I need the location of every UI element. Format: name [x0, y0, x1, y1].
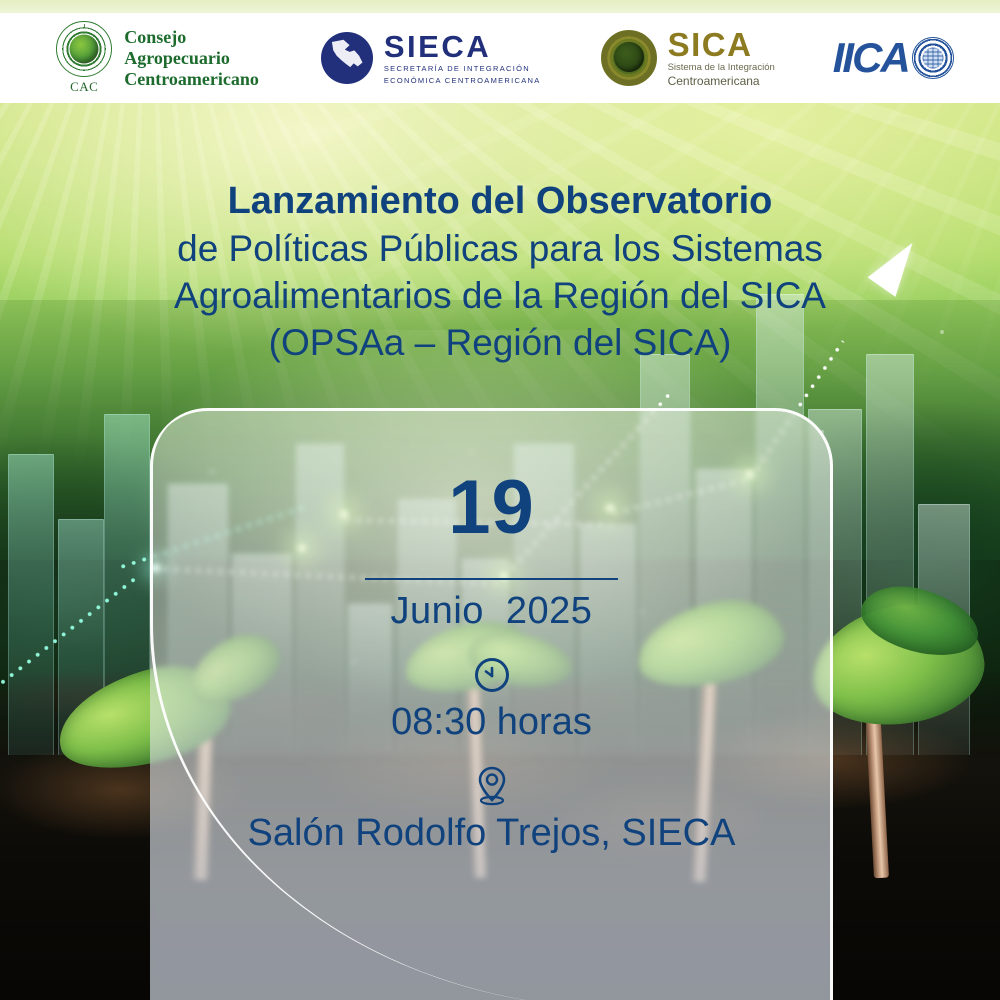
logo-cac: CAC Consejo Agropecuario Centroamericano	[56, 21, 259, 95]
title-line-2: de Políticas Públicas para los Sistemas	[177, 228, 823, 269]
top-strip	[0, 0, 1000, 14]
cac-seal-wrap: CAC	[56, 21, 113, 95]
cac-name-line-2: Agropecuario	[124, 47, 230, 68]
iica-globe-seal-icon	[911, 37, 954, 79]
event-month: Junio	[390, 590, 484, 632]
logo-sieca: SIECA SECRETARÍA DE INTEGRACIÓN ECONÓMIC…	[320, 31, 541, 86]
location-icon-row	[150, 764, 833, 806]
cac-seal-ring-text	[59, 24, 110, 74]
event-details: 19 Junio 2025 08:30 horas Salón Rodolfo T…	[150, 408, 833, 855]
event-venue: Salón Rodolfo Trejos, SIECA	[247, 812, 736, 854]
sparkle	[940, 330, 944, 334]
logo-sica: SICA Sistema de la Integración Centroame…	[600, 28, 775, 89]
map-pin-icon	[478, 766, 505, 806]
sieca-sub-line-1: SECRETARÍA DE INTEGRACIÓN	[383, 63, 531, 73]
event-day: 19	[448, 465, 535, 550]
cac-name: Consejo Agropecuario Centroamericano	[124, 27, 259, 90]
sica-text: SICA Sistema de la Integración Centroame…	[668, 28, 775, 89]
title-line-3: Agroalimentarios de la Región del SICA	[174, 275, 826, 316]
cac-seal-icon	[56, 21, 113, 77]
network-line	[0, 574, 140, 694]
sieca-globe-icon	[320, 32, 373, 84]
sieca-text: SIECA SECRETARÍA DE INTEGRACIÓN ECONÓMIC…	[384, 31, 541, 86]
clock-icon-row	[150, 655, 833, 695]
event-month-year: Junio 2025	[150, 590, 833, 633]
bar-column	[8, 454, 54, 755]
info-panel	[150, 408, 833, 1000]
event-year: 2025	[505, 590, 593, 632]
sica-seal-icon	[600, 30, 657, 86]
cac-name-line-3: Centroamericano	[124, 68, 259, 89]
clock-icon	[474, 658, 509, 692]
logo-iica: IICA	[833, 37, 954, 79]
partner-logo-bar: CAC Consejo Agropecuario Centroamericano…	[0, 13, 1000, 103]
iica-name: IICA	[832, 34, 911, 81]
sica-sub-line-2: Centroamericana	[667, 73, 760, 88]
sica-sub-line-1: Sistema de la Integración	[667, 61, 775, 73]
poster-title: Lanzamiento del Observatorio de Política…	[0, 178, 1000, 366]
date-divider	[365, 578, 618, 580]
central-america-map-icon	[331, 39, 363, 68]
cac-acronym: CAC	[70, 79, 99, 94]
title-line-1: Lanzamiento del Observatorio	[227, 180, 773, 222]
sieca-sub-line-2: ECONÓMICA CENTROAMERICANA	[383, 75, 541, 85]
sieca-name: SIECA	[383, 28, 492, 64]
cac-name-line-1: Consejo	[124, 26, 187, 47]
title-line-4: (OPSAa – Región del SICA)	[268, 322, 732, 363]
sica-name: SICA	[667, 25, 753, 63]
event-time: 08:30 horas	[391, 701, 592, 743]
